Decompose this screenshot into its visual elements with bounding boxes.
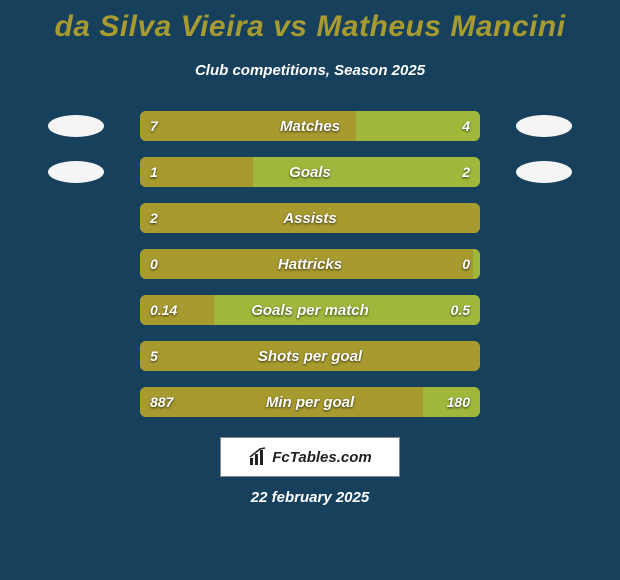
comparison-row: 0.140.5Goals per match — [0, 295, 620, 325]
branding-box[interactable]: FcTables.com — [220, 437, 400, 477]
stat-bar: 5Shots per goal — [140, 341, 480, 371]
chart-icon — [248, 447, 268, 467]
comparison-row: 2Assists — [0, 203, 620, 233]
player1-avatar — [48, 299, 104, 321]
player1-avatar — [48, 345, 104, 367]
stat-bar-left — [140, 387, 423, 417]
stat-bar: 12Goals — [140, 157, 480, 187]
comparison-row: 5Shots per goal — [0, 341, 620, 371]
stat-bar-left — [140, 249, 147, 279]
player2-avatar — [516, 253, 572, 275]
stat-bar-right — [214, 295, 480, 325]
comparison-row: 12Goals — [0, 157, 620, 187]
stat-bar-right — [473, 249, 480, 279]
player1-name: da Silva Vieira — [54, 10, 264, 43]
player2-avatar — [516, 115, 572, 137]
date-text: 22 february 2025 — [0, 489, 620, 506]
player1-avatar — [48, 253, 104, 275]
stat-bar-right — [356, 111, 480, 141]
stat-bar-right — [423, 387, 480, 417]
player2-avatar — [516, 391, 572, 413]
vs-separator: vs — [273, 10, 316, 43]
stat-bar-left — [140, 203, 480, 233]
player1-avatar — [48, 391, 104, 413]
page-title: da Silva Vieira vs Matheus Mancini — [0, 10, 620, 44]
player1-avatar — [48, 115, 104, 137]
stat-bar-left — [140, 157, 253, 187]
comparison-row: 74Matches — [0, 111, 620, 141]
branding-text: FcTables.com — [272, 449, 371, 466]
stat-bar-left — [140, 295, 214, 325]
player2-avatar — [516, 207, 572, 229]
player2-name: Matheus Mancini — [316, 10, 565, 43]
stat-bar: 0.140.5Goals per match — [140, 295, 480, 325]
stat-bar-left — [140, 341, 480, 371]
stat-bar: 00Hattricks — [140, 249, 480, 279]
stat-bar: 74Matches — [140, 111, 480, 141]
stat-bar: 2Assists — [140, 203, 480, 233]
comparison-card: da Silva Vieira vs Matheus Mancini Club … — [0, 0, 620, 580]
player1-avatar — [48, 207, 104, 229]
comparison-row: 887180Min per goal — [0, 387, 620, 417]
player2-avatar — [516, 161, 572, 183]
player1-avatar — [48, 161, 104, 183]
player2-avatar — [516, 299, 572, 321]
comparison-row: 00Hattricks — [0, 249, 620, 279]
comparison-rows: 74Matches 12Goals 2Assists 00Hattricks 0.140… — [0, 111, 620, 417]
subtitle: Club competitions, Season 2025 — [0, 62, 620, 79]
stat-bar: 887180Min per goal — [140, 387, 480, 417]
stat-bar-left — [140, 111, 356, 141]
stat-label: Hattricks — [140, 249, 480, 279]
player2-avatar — [516, 345, 572, 367]
stat-bar-right — [253, 157, 480, 187]
